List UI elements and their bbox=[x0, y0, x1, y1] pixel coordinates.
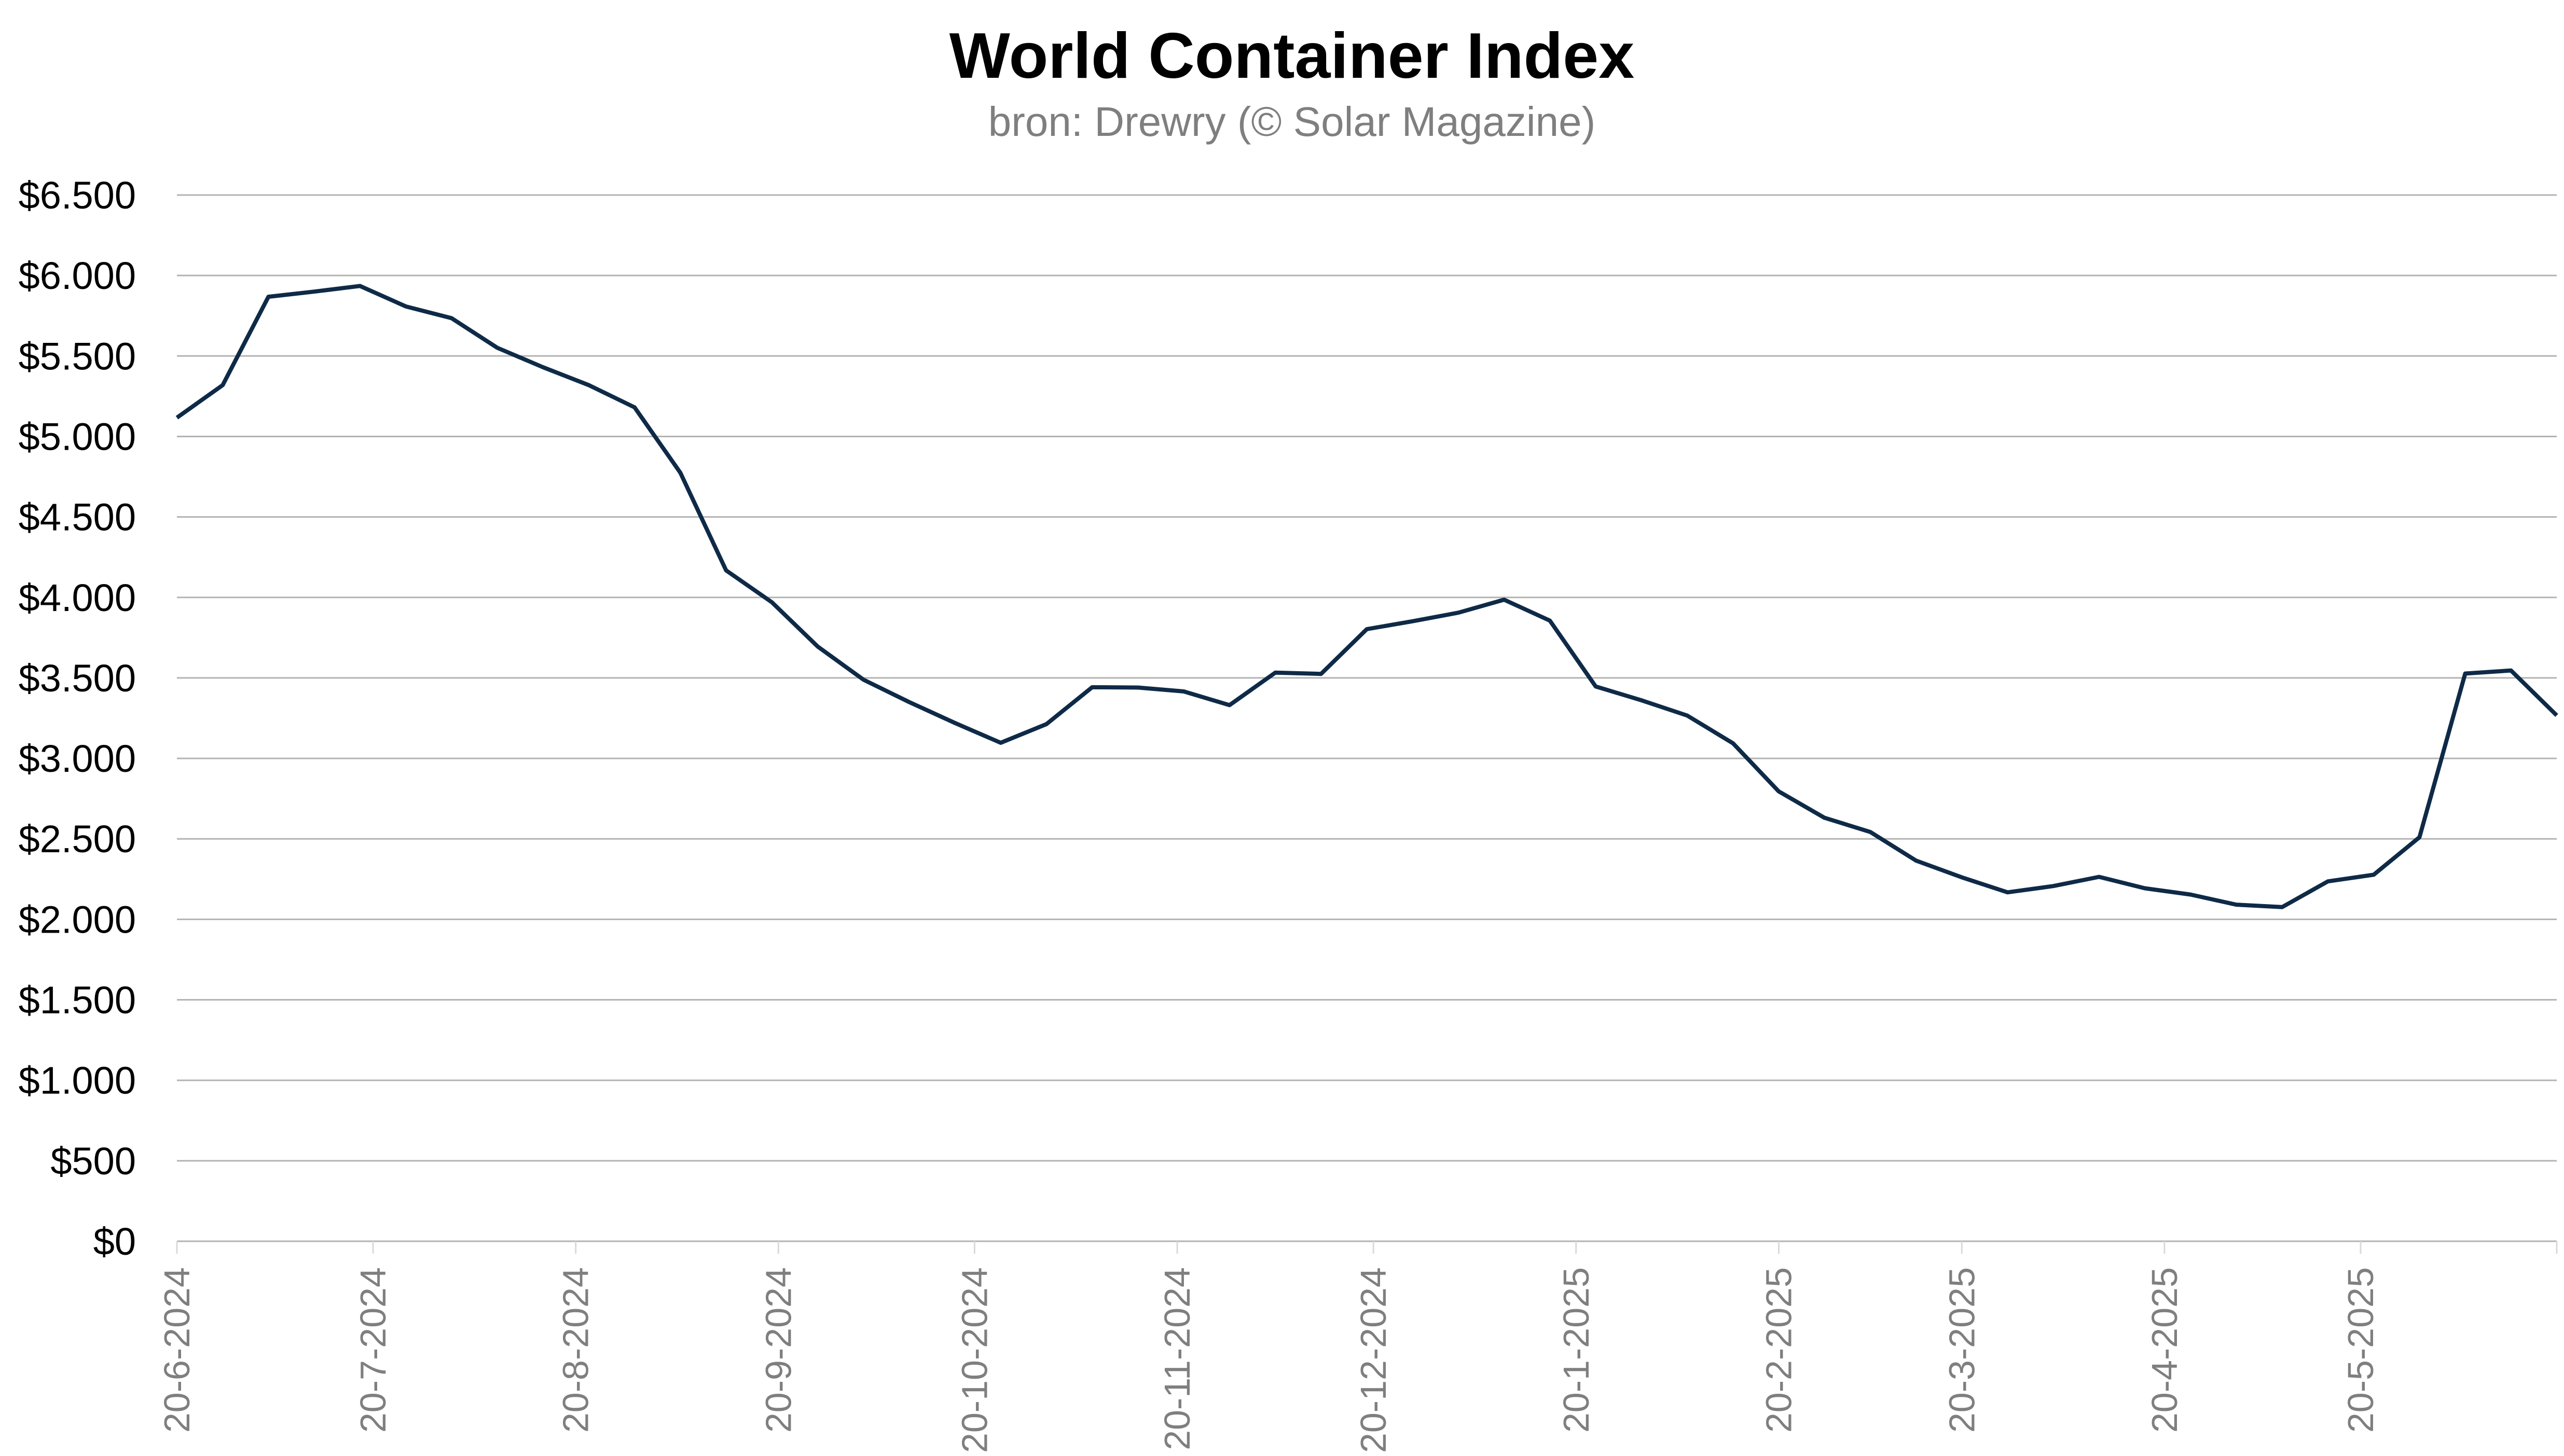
x-tick-label: 20-10-2024 bbox=[954, 1267, 995, 1453]
x-tick-label: 20-1-2025 bbox=[1556, 1267, 1596, 1433]
gridlines bbox=[177, 194, 2557, 1242]
x-tick-label: 20-5-2025 bbox=[2340, 1267, 2381, 1433]
x-tick-label: 20-3-2025 bbox=[1941, 1267, 1982, 1433]
x-tick-label: 20-8-2024 bbox=[556, 1267, 596, 1433]
y-tick-label: $6.000 bbox=[19, 254, 136, 297]
y-tick-label: $2.000 bbox=[19, 898, 136, 941]
y-tick-label: $500 bbox=[50, 1140, 136, 1183]
x-tick-label: 20-7-2024 bbox=[353, 1267, 393, 1433]
y-tick-label: $2.500 bbox=[19, 817, 136, 861]
series-layer bbox=[175, 284, 2558, 909]
y-tick-label: $1.500 bbox=[19, 979, 136, 1022]
y-tick-label: $1.000 bbox=[19, 1059, 136, 1102]
y-tick-label: $5.000 bbox=[19, 415, 136, 458]
chart-subtitle: bron: Drewry (© Solar Magazine) bbox=[988, 99, 1595, 145]
x-axis-ticks: 20-6-2024 20-7-2024 20-8-2024 20-9-2024 20-1… bbox=[157, 1241, 2558, 1453]
y-tick-label: $3.500 bbox=[19, 657, 136, 700]
y-tick-label: $0 bbox=[93, 1220, 136, 1263]
y-tick-label: $5.500 bbox=[19, 335, 136, 378]
x-tick-label: 20-11-2024 bbox=[1157, 1267, 1197, 1450]
x-tick-label: 20-9-2024 bbox=[758, 1267, 798, 1433]
x-tick-label: 20-6-2024 bbox=[157, 1267, 197, 1433]
x-tick-label: 20-4-2025 bbox=[2144, 1267, 2185, 1433]
series-line-world-container-index bbox=[175, 284, 2558, 909]
y-tick-label: $4.000 bbox=[19, 576, 136, 619]
y-tick-label: $3.000 bbox=[19, 737, 136, 780]
x-tick-label: 20-2-2025 bbox=[1758, 1267, 1799, 1433]
y-tick-label: $6.500 bbox=[19, 174, 136, 217]
chart-title: World Container Index bbox=[949, 20, 1635, 92]
y-axis-ticks: $0 $500 $1.000 $1.500 $2.000 $2.500 $3.000 $3.5… bbox=[19, 174, 136, 1263]
x-tick-label: 20-12-2024 bbox=[1353, 1267, 1394, 1453]
y-tick-label: $4.500 bbox=[19, 496, 136, 539]
